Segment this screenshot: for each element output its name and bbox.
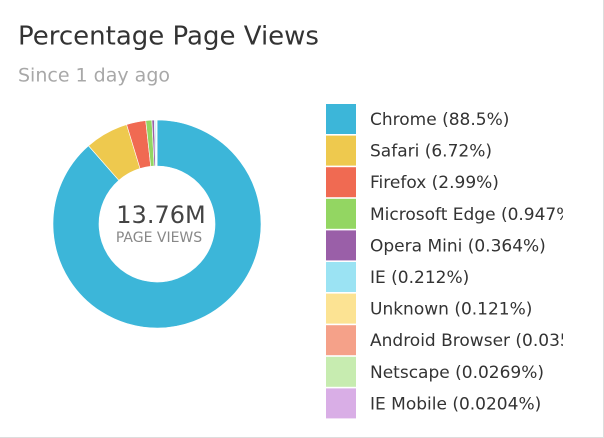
legend-label: Android Browser (0.0357%) bbox=[370, 331, 604, 351]
legend-swatch bbox=[326, 293, 356, 324]
legend-swatch bbox=[326, 135, 356, 166]
legend-label: Safari (6.72%) bbox=[370, 142, 492, 162]
legend-swatch bbox=[326, 230, 356, 261]
chart-subtitle: Since 1 day ago bbox=[18, 65, 170, 87]
legend-swatch bbox=[326, 167, 356, 198]
legend-label: Microsoft Edge (0.947%) bbox=[370, 205, 579, 225]
legend-label: Firefox (2.99%) bbox=[370, 173, 499, 193]
legend-label: Opera Mini (0.364%) bbox=[370, 236, 546, 256]
legend-swatch bbox=[326, 356, 356, 387]
chart-title: Percentage Page Views bbox=[18, 22, 319, 52]
legend-label: Unknown (0.121%) bbox=[370, 300, 532, 320]
legend-label: Netscape (0.0269%) bbox=[370, 363, 544, 383]
donut-slice bbox=[52, 119, 262, 329]
center-caption: PAGE VIEWS bbox=[116, 230, 202, 246]
legend-label: IE (0.212%) bbox=[370, 268, 469, 288]
legend: Chrome (88.5%) Safari (6.72%) Firefox (2.9… bbox=[326, 104, 604, 419]
donut bbox=[52, 119, 262, 329]
legend-swatch bbox=[326, 388, 356, 419]
legend-swatch bbox=[326, 104, 356, 134]
legend-label: IE Mobile (0.0204%) bbox=[370, 394, 541, 414]
legend-swatch bbox=[326, 198, 356, 229]
legend-swatch bbox=[326, 325, 356, 356]
center-value: 13.76M bbox=[116, 201, 205, 229]
legend-label: Chrome (88.5%) bbox=[370, 110, 509, 130]
legend-swatch bbox=[326, 262, 356, 292]
